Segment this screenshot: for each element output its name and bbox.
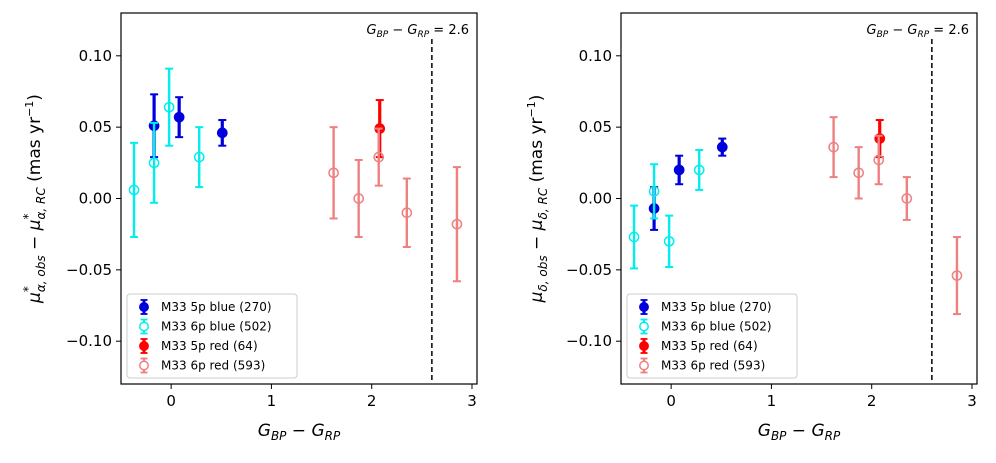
data-point [148, 157, 160, 169]
data-point [663, 235, 675, 247]
y-tick-label: −0.10 [66, 332, 112, 350]
legend-label: M33 5p blue (270) [161, 300, 272, 314]
legend-marker [639, 360, 649, 371]
legend-label: M33 5p blue (270) [661, 300, 772, 314]
data-point [451, 218, 463, 230]
data-point [353, 193, 365, 204]
legend-marker [139, 302, 149, 312]
threshold-label: GBP − GRP = 2.6 [867, 23, 969, 40]
data-point [193, 151, 205, 163]
y-tick-label: −0.05 [66, 261, 112, 279]
y-tick-label: 0.00 [579, 190, 612, 208]
legend: M33 5p blue (270) M33 6p blue (502) M33 5p… [126, 293, 298, 379]
legend-label: M33 6p red (593) [661, 359, 765, 373]
legend-label: M33 6p red (593) [161, 359, 265, 373]
axes-frame [120, 12, 478, 385]
data-point [648, 186, 660, 197]
legend-marker [139, 360, 149, 371]
series-1 [628, 148, 705, 270]
data-point [693, 164, 705, 176]
y-tick-label: −0.05 [566, 261, 612, 279]
series-1 [128, 67, 205, 239]
x-tick-label: 0 [666, 392, 676, 410]
threshold-label: GBP − GRP = 2.6 [367, 23, 469, 40]
left-panel: 0 1 2 3 −0.10 −0.05 0.00 0.05 0.10 GBP − GRP = 2.… [21, 12, 478, 443]
y-tick-label: 0.05 [579, 118, 612, 136]
legend-label: M33 5p red (64) [161, 339, 258, 353]
data-point [901, 193, 913, 204]
data-point [628, 231, 640, 243]
legend-label: M33 6p blue (502) [661, 320, 772, 334]
x-tick-label: 2 [367, 392, 377, 410]
legend: M33 5p blue (270) M33 6p blue (502) M33 5p… [626, 293, 798, 379]
data-point [173, 111, 185, 123]
legend-box [126, 293, 298, 379]
data-point [853, 167, 865, 179]
data-point [128, 184, 140, 196]
x-axis-label: GBP − GRP [758, 421, 841, 443]
data-point [328, 167, 339, 179]
right-panel: 0 1 2 3 −0.10 −0.05 0.00 0.05 0.10 GBP − GRP = 2.… [525, 12, 978, 443]
x-tick-label: 1 [767, 392, 777, 410]
legend-marker [639, 302, 649, 312]
axes-frame [620, 12, 978, 385]
data-point [216, 127, 228, 139]
data-point [873, 154, 885, 166]
x-tick-label: 0 [166, 392, 176, 410]
y-tick-label: −0.10 [566, 332, 612, 350]
data-point [828, 141, 839, 153]
data-point [373, 151, 385, 163]
x-tick-label: 1 [267, 392, 277, 410]
x-tick-label: 3 [967, 392, 977, 410]
series-3 [328, 126, 463, 283]
data-point [951, 270, 963, 281]
legend-marker [639, 321, 649, 332]
data-point [716, 141, 728, 153]
legend-box [626, 293, 798, 379]
y-tick-label: 0.00 [79, 190, 112, 208]
legend-label: M33 6p blue (502) [161, 320, 272, 334]
data-point [401, 207, 413, 219]
x-tick-label: 3 [467, 392, 477, 410]
data-point [673, 164, 685, 176]
legend-marker [139, 341, 149, 351]
y-tick-label: 0.10 [579, 47, 612, 65]
y-tick-label: 0.05 [79, 118, 112, 136]
y-axis-label: μ*α, obs − μ*α, RC (mas yr−1) [21, 94, 48, 304]
legend-label: M33 5p red (64) [661, 339, 758, 353]
legend-marker [639, 341, 649, 351]
x-axis-label: GBP − GRP [258, 421, 341, 443]
y-tick-label: 0.10 [79, 47, 112, 65]
y-axis-label: μδ, obs − μδ, RC (mas yr−1) [525, 95, 550, 304]
x-tick-label: 2 [867, 392, 877, 410]
series-3 [828, 116, 963, 316]
data-point [163, 101, 175, 113]
legend-marker [139, 321, 149, 332]
